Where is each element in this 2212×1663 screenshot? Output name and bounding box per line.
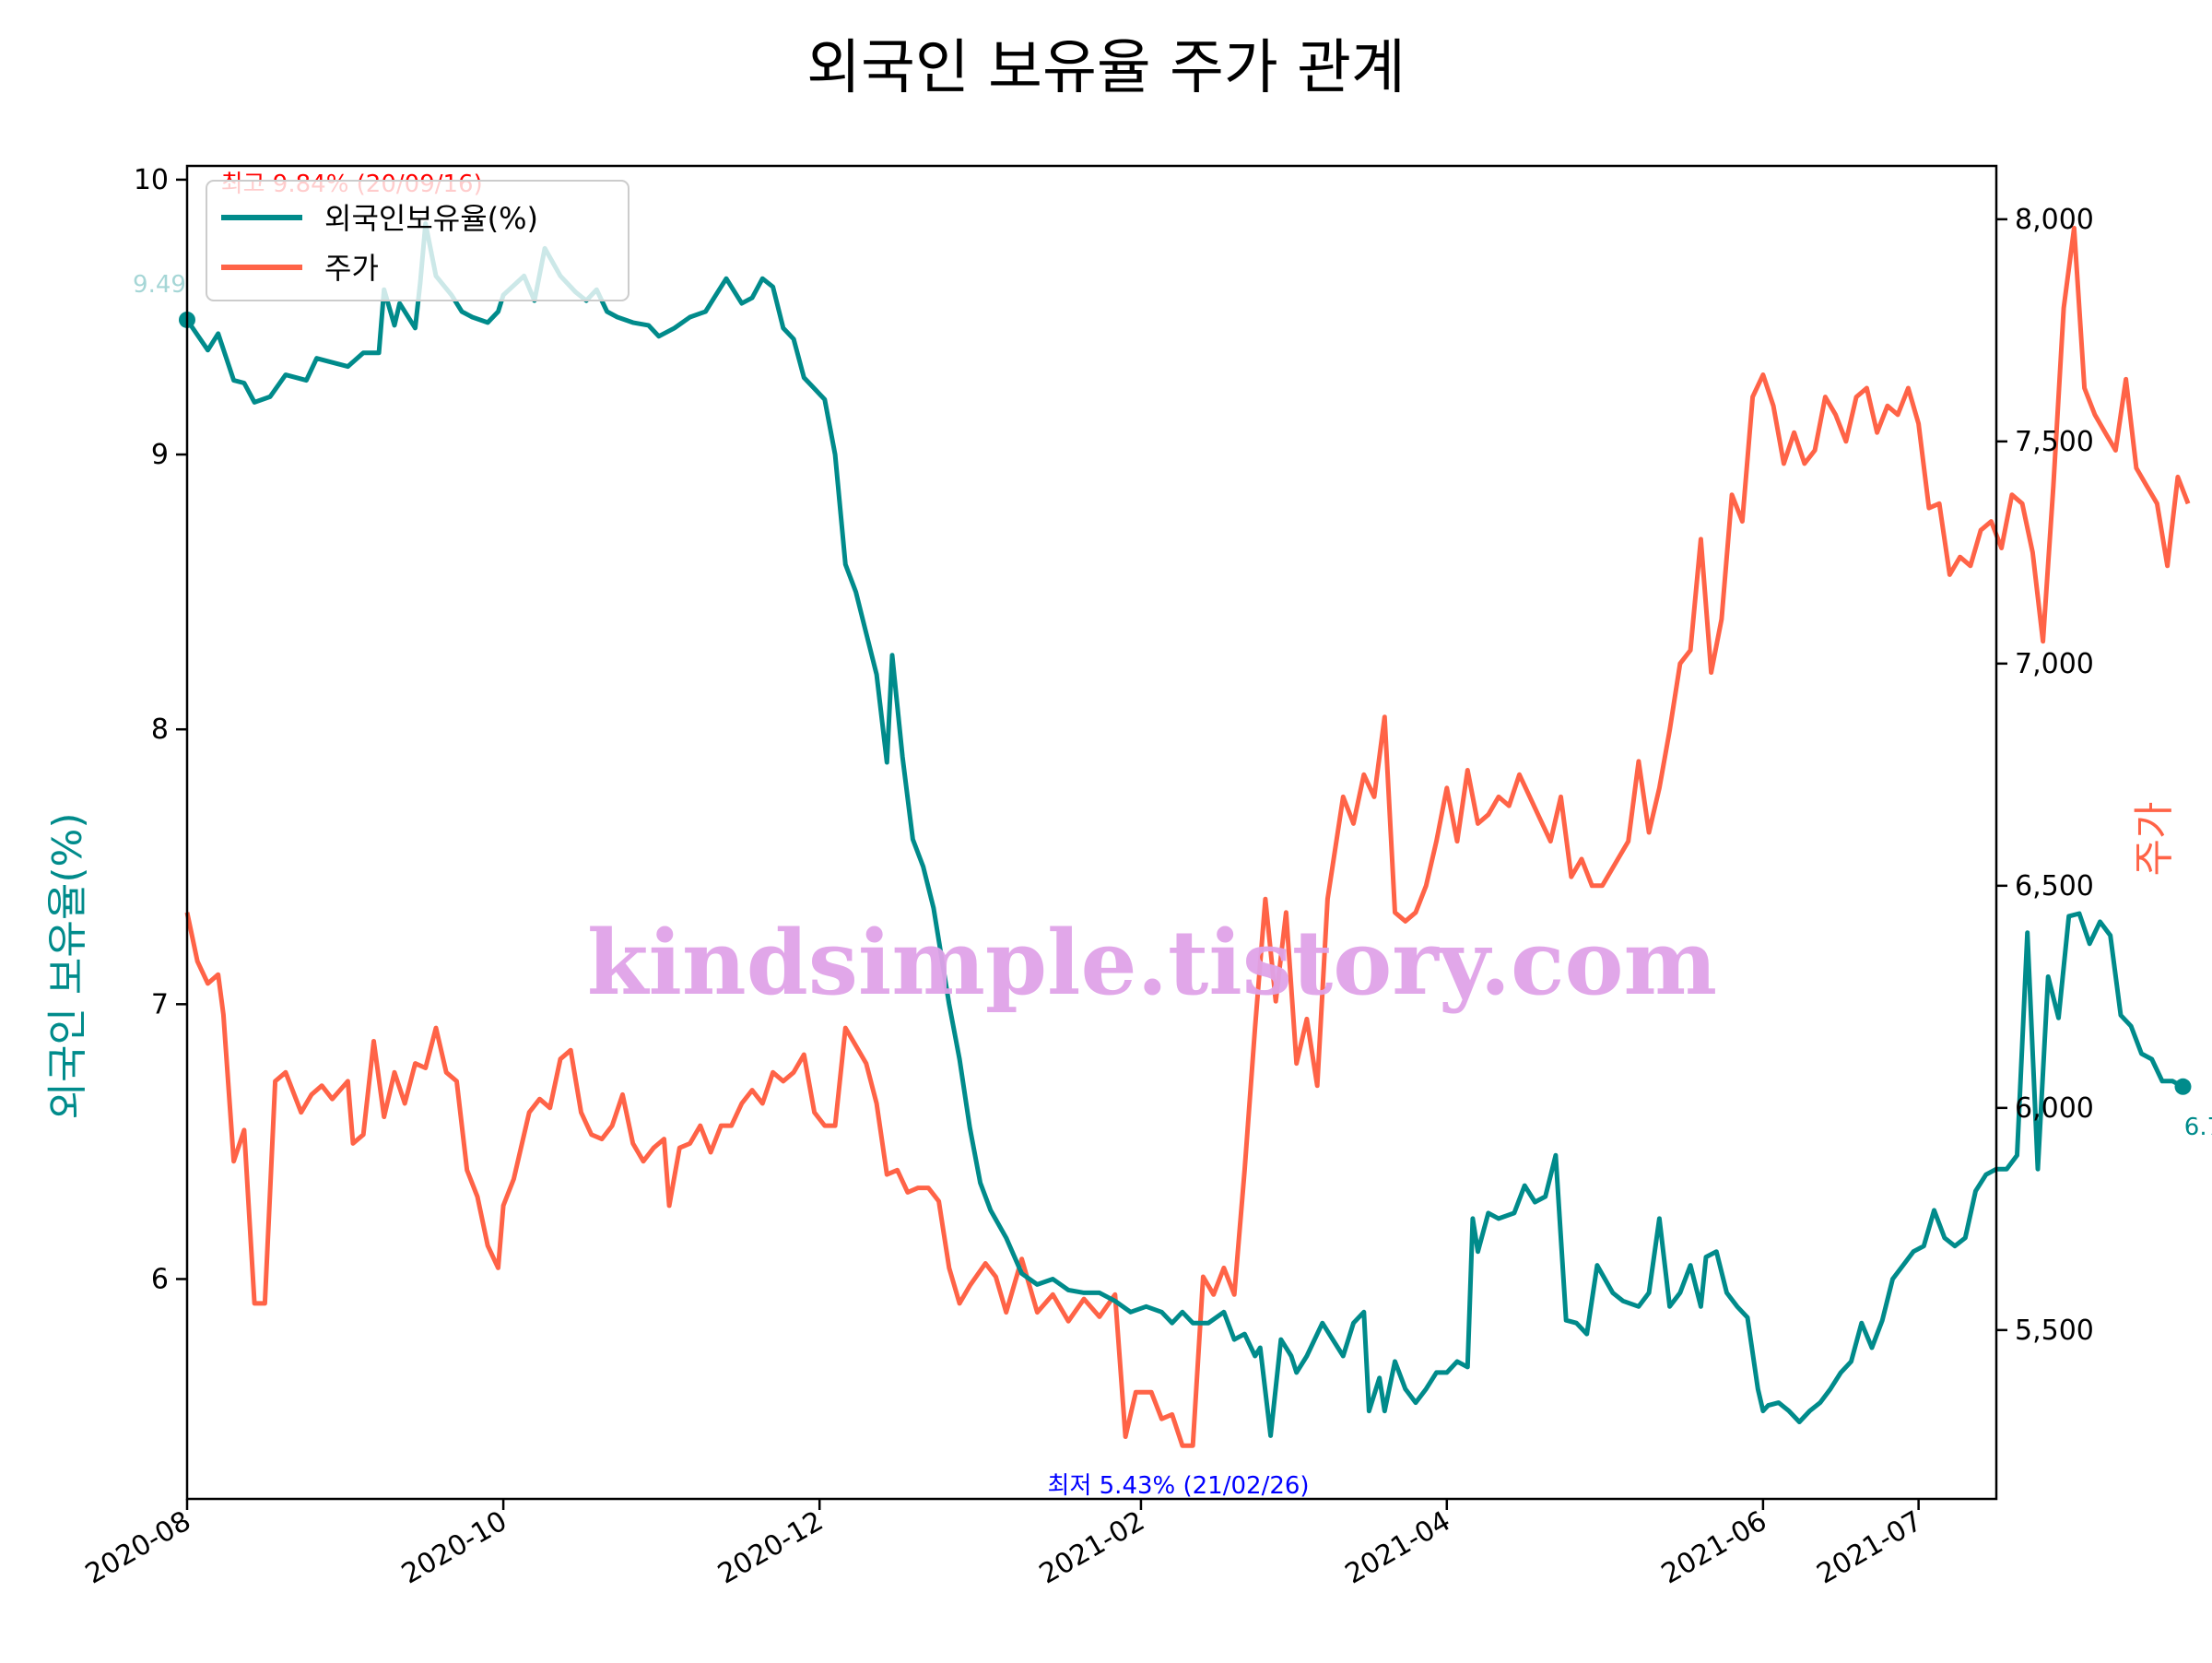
y-left-tick-label: 8 [151, 714, 169, 746]
y-right-tick-label: 8,000 [2015, 204, 2094, 236]
y-left-tick-label: 10 [134, 164, 169, 196]
annotation-end-value: 6.7 [2184, 1114, 2212, 1141]
annotation-start-value: 9.49 [133, 271, 186, 299]
legend: 외국인보유율(%) 주가 [206, 180, 629, 301]
y-right-tick-label: 5,500 [2015, 1315, 2094, 1347]
chart-title: 외국인 보유율 주가 관계 [806, 34, 1406, 102]
legend-label-foreign-ratio: 외국인보유율(%) [324, 201, 538, 236]
y-right-tick-label: 7,500 [2015, 426, 2094, 458]
watermark-text: kindsimple.tistory.com [587, 911, 1717, 1015]
y-right-tick-label: 6,500 [2015, 870, 2094, 902]
annotation-min: 최저 5.43% (21/02/26) [1048, 1472, 1310, 1500]
y-left-tick-label: 7 [151, 988, 169, 1020]
y-axis-left-label: 외국인 보유율(%) [44, 812, 91, 1119]
legend-box [206, 180, 629, 301]
y-axis-right-label: 주가 [2131, 802, 2178, 877]
y-left-tick-label: 6 [151, 1263, 169, 1295]
legend-label-price: 주가 [324, 251, 379, 286]
end-point-marker [2174, 1078, 2192, 1095]
series-line-price [184, 226, 2191, 1448]
y-right-tick-label: 6,000 [2015, 1092, 2094, 1125]
y-right-tick-label: 7,000 [2015, 648, 2094, 680]
y-left-tick-label: 9 [151, 439, 169, 471]
watermark-layer: kindsimple.tistory.com [587, 911, 1717, 1015]
plot-frame [185, 164, 1998, 1501]
